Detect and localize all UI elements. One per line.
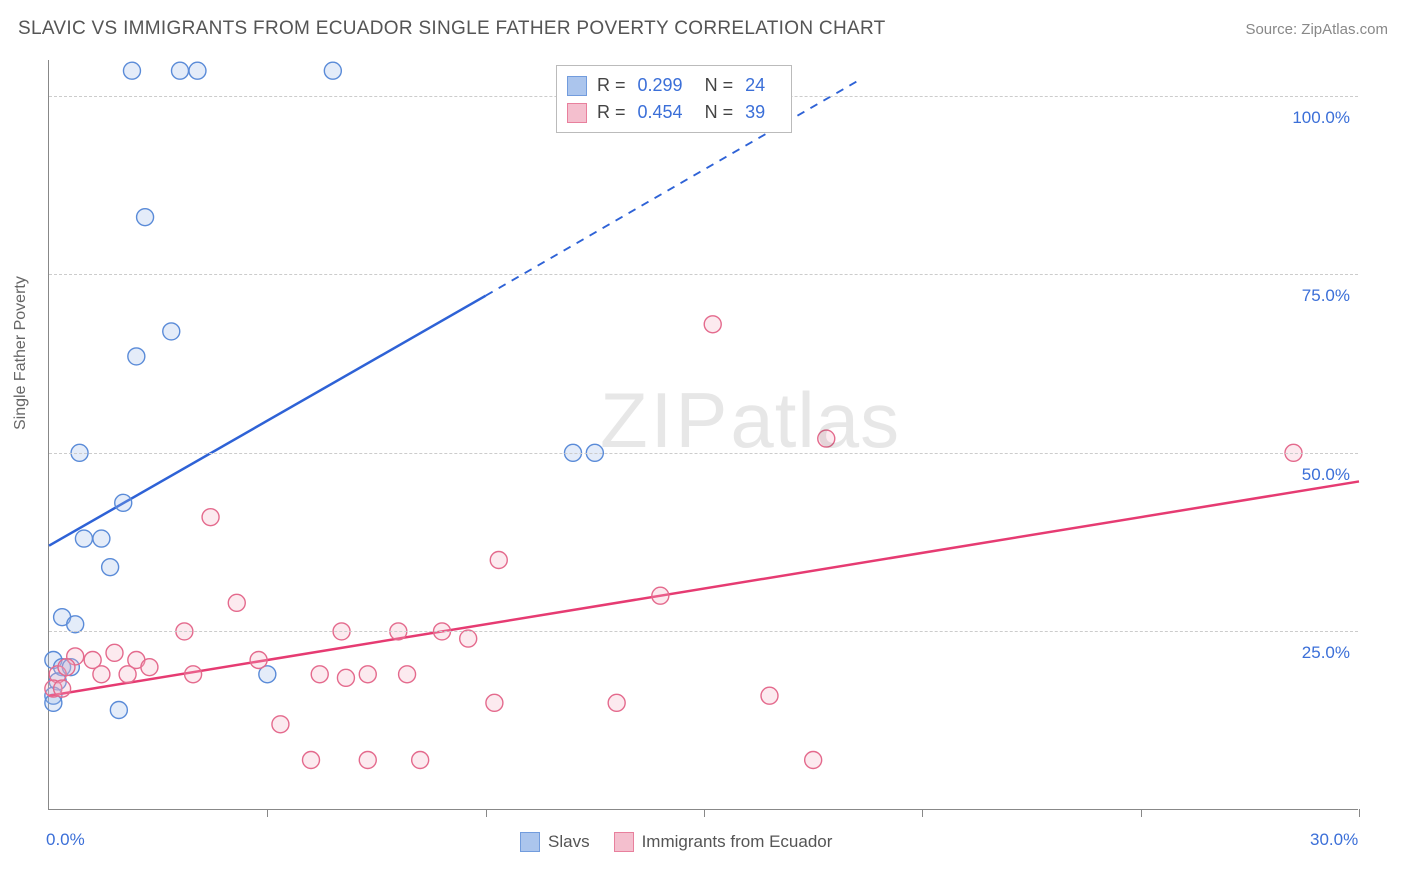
data-point [58, 659, 75, 676]
data-point [359, 666, 376, 683]
data-point [185, 666, 202, 683]
y-tick-label: 50.0% [1302, 465, 1350, 485]
x-tick [267, 809, 268, 817]
x-tick [1359, 809, 1360, 817]
x-tick [922, 809, 923, 817]
data-point [337, 669, 354, 686]
data-point [704, 316, 721, 333]
data-point [805, 752, 822, 769]
data-point [486, 694, 503, 711]
data-point [412, 752, 429, 769]
gridline [49, 453, 1358, 454]
legend-label: Slavs [548, 832, 590, 852]
x-tick [1141, 809, 1142, 817]
legend-n-value: 24 [745, 72, 765, 99]
data-point [93, 530, 110, 547]
plot-area: 25.0% 50.0% 75.0% 100.0% [48, 60, 1358, 810]
data-point [106, 644, 123, 661]
data-point [272, 716, 289, 733]
data-point [115, 494, 132, 511]
data-point [608, 694, 625, 711]
trend-line-slavs [49, 296, 486, 546]
data-point [163, 323, 180, 340]
data-point [311, 666, 328, 683]
data-point [141, 659, 158, 676]
gridline [49, 631, 1358, 632]
legend-r-label: R = [597, 72, 626, 99]
data-point [75, 530, 92, 547]
legend-swatch [614, 832, 634, 852]
data-point [250, 652, 267, 669]
data-point [761, 687, 778, 704]
data-point [818, 430, 835, 447]
legend-n-label: N = [705, 99, 734, 126]
legend-n-value: 39 [745, 99, 765, 126]
data-point [67, 616, 84, 633]
data-point [137, 209, 154, 226]
legend-swatch [520, 832, 540, 852]
legend-r-value: 0.454 [638, 99, 683, 126]
data-point [172, 62, 189, 79]
legend-item-slavs: Slavs [520, 832, 590, 852]
x-tick [704, 809, 705, 817]
legend-item-ecuador: Immigrants from Ecuador [614, 832, 833, 852]
legend-swatch [567, 103, 587, 123]
data-point [93, 666, 110, 683]
gridline [49, 274, 1358, 275]
data-point [324, 62, 341, 79]
y-tick-label: 25.0% [1302, 643, 1350, 663]
legend-row-ecuador: R = 0.454 N = 39 [567, 99, 777, 126]
data-point [119, 666, 136, 683]
data-point [303, 752, 320, 769]
data-point [110, 702, 127, 719]
data-point [202, 509, 219, 526]
data-point [359, 752, 376, 769]
source-label: Source: ZipAtlas.com [1245, 21, 1388, 38]
x-tick-label: 30.0% [1310, 830, 1358, 850]
chart-title: SLAVIC VS IMMIGRANTS FROM ECUADOR SINGLE… [18, 18, 886, 40]
data-point [228, 594, 245, 611]
data-point [189, 62, 206, 79]
data-point [102, 559, 119, 576]
legend-swatch [567, 76, 587, 96]
y-axis-label: Single Father Poverty [12, 276, 30, 430]
legend-row-slavs: R = 0.299 N = 24 [567, 72, 777, 99]
legend-label: Immigrants from Ecuador [642, 832, 833, 852]
legend-r-label: R = [597, 99, 626, 126]
data-point [490, 552, 507, 569]
x-tick-label: 0.0% [46, 830, 85, 850]
legend-r-value: 0.299 [638, 72, 683, 99]
data-point [54, 680, 71, 697]
data-point [399, 666, 416, 683]
data-point [460, 630, 477, 647]
correlation-legend: R = 0.299 N = 24 R = 0.454 N = 39 [556, 65, 792, 133]
data-point [123, 62, 140, 79]
data-point [128, 348, 145, 365]
data-point [652, 587, 669, 604]
trend-line-ecuador [49, 481, 1359, 695]
legend-n-label: N = [705, 72, 734, 99]
x-tick [486, 809, 487, 817]
chart-svg [49, 60, 1358, 809]
y-tick-label: 100.0% [1292, 108, 1350, 128]
y-tick-label: 75.0% [1302, 286, 1350, 306]
series-legend: Slavs Immigrants from Ecuador [520, 832, 832, 852]
